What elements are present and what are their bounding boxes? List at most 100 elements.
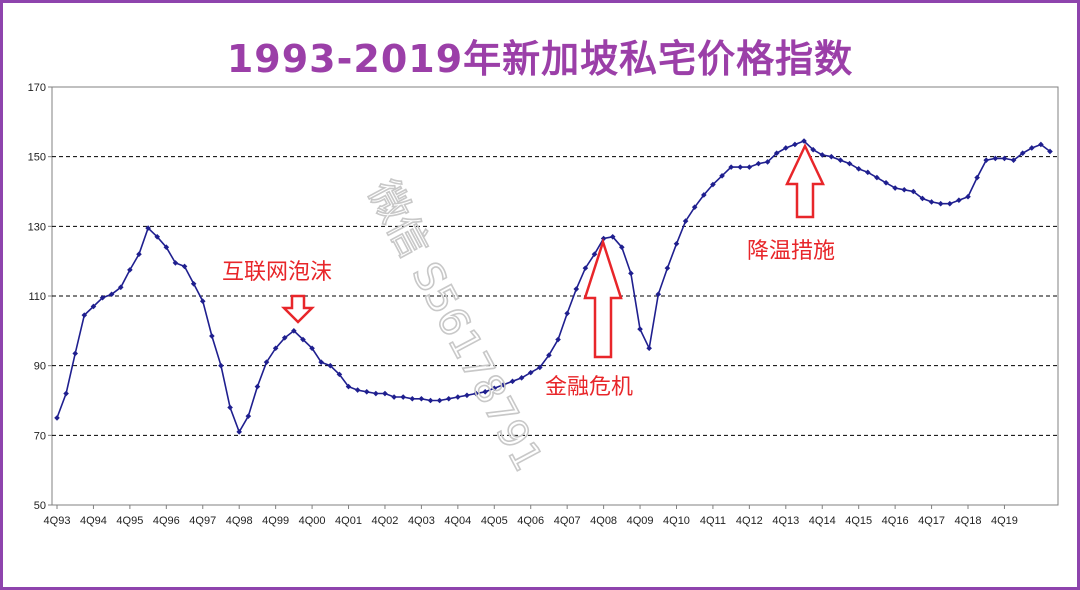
data-point [336,371,343,378]
data-point [655,291,662,298]
data-point [965,193,971,200]
data-point [883,179,889,186]
data-point [181,263,188,270]
data-point [391,394,397,400]
data-point [154,233,161,240]
x-tick-label: 4Q15 [845,515,872,527]
data-point [582,265,589,271]
x-tick-label: 4Q18 [955,515,982,527]
x-tick-label: 4Q05 [481,515,508,527]
x-tick-label: 4Q07 [554,515,581,527]
data-point [910,188,917,195]
data-point [127,267,133,273]
data-point [63,390,69,397]
data-point [199,298,206,305]
data-point [801,138,807,144]
data-point [701,192,707,198]
annotation-dotcom-bubble: 互联网泡沫 [222,260,332,285]
data-point [209,333,215,339]
data-point [1019,150,1026,156]
x-tick-label: 4Q93 [44,515,71,527]
data-point [373,390,379,397]
data-point [792,141,798,148]
data-point [691,204,698,210]
data-point [673,240,680,247]
data-point [145,225,151,231]
x-tick-label: 4Q11 [700,515,726,527]
x-tick-label: 4Q14 [809,515,836,527]
data-point [327,362,334,369]
data-point [682,218,689,224]
x-tick-label: 4Q95 [116,515,143,527]
data-point [245,413,252,419]
data-point [500,382,507,388]
data-point [719,173,725,179]
x-tick-label: 4Q99 [262,515,289,527]
data-point [974,174,980,181]
data-point [509,378,516,385]
data-point [363,388,370,395]
data-point [291,328,297,334]
data-point [537,364,543,371]
data-point [810,146,816,153]
up-arrow-icon [583,237,623,359]
data-point [527,369,534,376]
y-tick-label: 170 [28,82,46,94]
data-point [345,383,352,390]
data-point [300,336,306,343]
data-point [491,385,498,392]
data-point [218,362,224,369]
x-tick-label: 4Q10 [663,515,690,527]
data-point [1038,141,1044,148]
data-point [1001,155,1008,162]
data-point [646,345,652,352]
x-tick-label: 4Q94 [80,515,107,527]
data-point [409,395,416,402]
data-point [609,233,616,240]
data-point [464,392,470,399]
x-tick-label: 4Q09 [627,515,654,527]
annotation-cooling-measures: 降温措施 [747,239,835,264]
chart-title: 1993-2019年新加坡私宅价格指数 [226,37,854,81]
data-point [564,310,570,317]
data-point [728,164,734,170]
data-point [227,404,233,411]
data-point [737,164,744,170]
data-point [892,185,898,191]
series-layer [54,138,1053,435]
y-tick-label: 110 [28,291,46,303]
data-point [518,375,525,381]
data-point [473,390,479,397]
x-tick-label: 4Q03 [408,515,435,527]
data-point [983,157,990,163]
x-tick-label: 4Q13 [772,515,799,527]
data-point [281,335,288,341]
data-point [992,155,999,162]
data-point [136,251,142,257]
data-point [309,345,315,352]
x-axis-ticks: 4Q93 4Q94 4Q95 4Q96 4Q97 4Q98 4Q99 4Q00 4Q01 4Q02… [44,505,1018,527]
x-tick-label: 4Q97 [189,515,216,527]
data-point [555,336,561,343]
data-point [937,200,944,207]
data-point [99,294,106,301]
data-point [254,383,261,390]
data-point [828,153,835,160]
data-point [946,200,953,207]
up-arrow-icon [785,143,825,219]
data-point [619,244,625,251]
data-point [236,429,243,435]
data-point [482,388,488,395]
x-tick-label: 4Q04 [444,515,471,527]
data-point [746,164,753,170]
data-point [664,265,671,271]
y-tick-label: 150 [28,152,46,164]
data-point [272,345,279,352]
data-point [1010,157,1017,163]
y-tick-label: 70 [34,430,46,442]
data-point [846,160,853,167]
x-tick-label: 4Q01 [335,515,362,527]
plot-area [51,86,1059,506]
